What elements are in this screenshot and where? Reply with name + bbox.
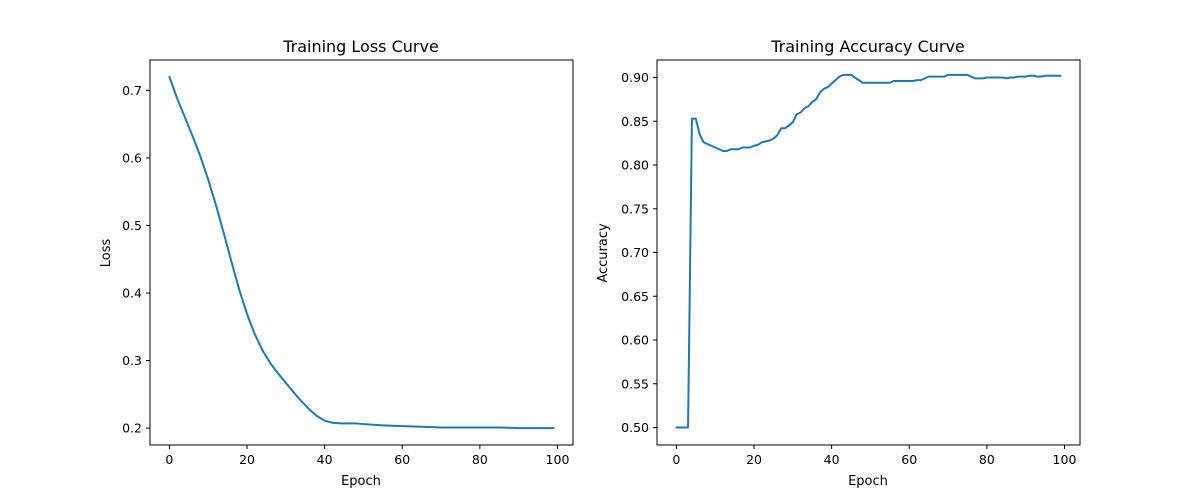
x-tick-label: 80 bbox=[979, 452, 995, 467]
loss-series-line bbox=[168, 75, 555, 430]
chart-title: Training Accuracy Curve bbox=[770, 37, 965, 56]
x-tick-label: 40 bbox=[824, 452, 840, 467]
x-tick-label: 20 bbox=[746, 452, 762, 467]
x-tick-label: 80 bbox=[472, 452, 488, 467]
x-tick-label: 0 bbox=[165, 452, 173, 467]
x-tick-label: 60 bbox=[394, 452, 410, 467]
x-axis-label: Epoch bbox=[341, 474, 381, 489]
plot-frame bbox=[149, 59, 574, 446]
x-tick-label: 0 bbox=[672, 452, 680, 467]
x-tick-label: 40 bbox=[317, 452, 333, 467]
y-tick-label: 0.50 bbox=[621, 420, 649, 435]
accuracy-chart: Training Accuracy Curve 0.50 0.55 0.60 0.65… bbox=[596, 37, 1081, 489]
y-tick-label: 0.65 bbox=[621, 289, 649, 304]
y-tick-label: 0.80 bbox=[621, 158, 649, 173]
y-axis: 0.50 0.55 0.60 0.65 0.70 0.75 0.80 0.85 0.90 bbox=[621, 70, 657, 435]
y-tick-label: 0.4 bbox=[122, 286, 142, 301]
x-axis-label: Epoch bbox=[848, 474, 888, 489]
accuracy-series-line bbox=[675, 73, 1062, 429]
x-tick-label: 100 bbox=[546, 452, 570, 467]
y-tick-label: 0.7 bbox=[122, 83, 142, 98]
y-tick-label: 0.75 bbox=[621, 201, 649, 216]
chart-title: Training Loss Curve bbox=[282, 37, 439, 56]
x-axis: 0 20 40 60 80 100 bbox=[672, 445, 1076, 467]
y-tick-label: 0.70 bbox=[621, 245, 649, 260]
y-tick-label: 0.2 bbox=[122, 421, 142, 436]
x-tick-label: 60 bbox=[901, 452, 917, 467]
y-tick-label: 0.60 bbox=[621, 333, 649, 348]
x-tick-label: 20 bbox=[239, 452, 255, 467]
y-tick-label: 0.6 bbox=[122, 150, 142, 165]
y-axis: 0.2 0.3 0.4 0.5 0.6 0.7 bbox=[122, 83, 150, 436]
y-tick-label: 0.5 bbox=[122, 218, 142, 233]
y-axis-label: Accuracy bbox=[596, 223, 611, 283]
loss-chart: Training Loss Curve 0.2 0.3 0.4 0.5 0.6 0.7 0… bbox=[99, 37, 574, 489]
plot-frame bbox=[656, 59, 1081, 446]
y-tick-label: 0.85 bbox=[621, 114, 649, 129]
x-tick-label: 100 bbox=[1053, 452, 1077, 467]
y-tick-label: 0.90 bbox=[621, 70, 649, 85]
y-axis-label: Loss bbox=[99, 239, 114, 268]
y-tick-label: 0.55 bbox=[621, 376, 649, 391]
x-axis: 0 20 40 60 80 100 bbox=[165, 445, 569, 467]
y-tick-label: 0.3 bbox=[122, 353, 142, 368]
